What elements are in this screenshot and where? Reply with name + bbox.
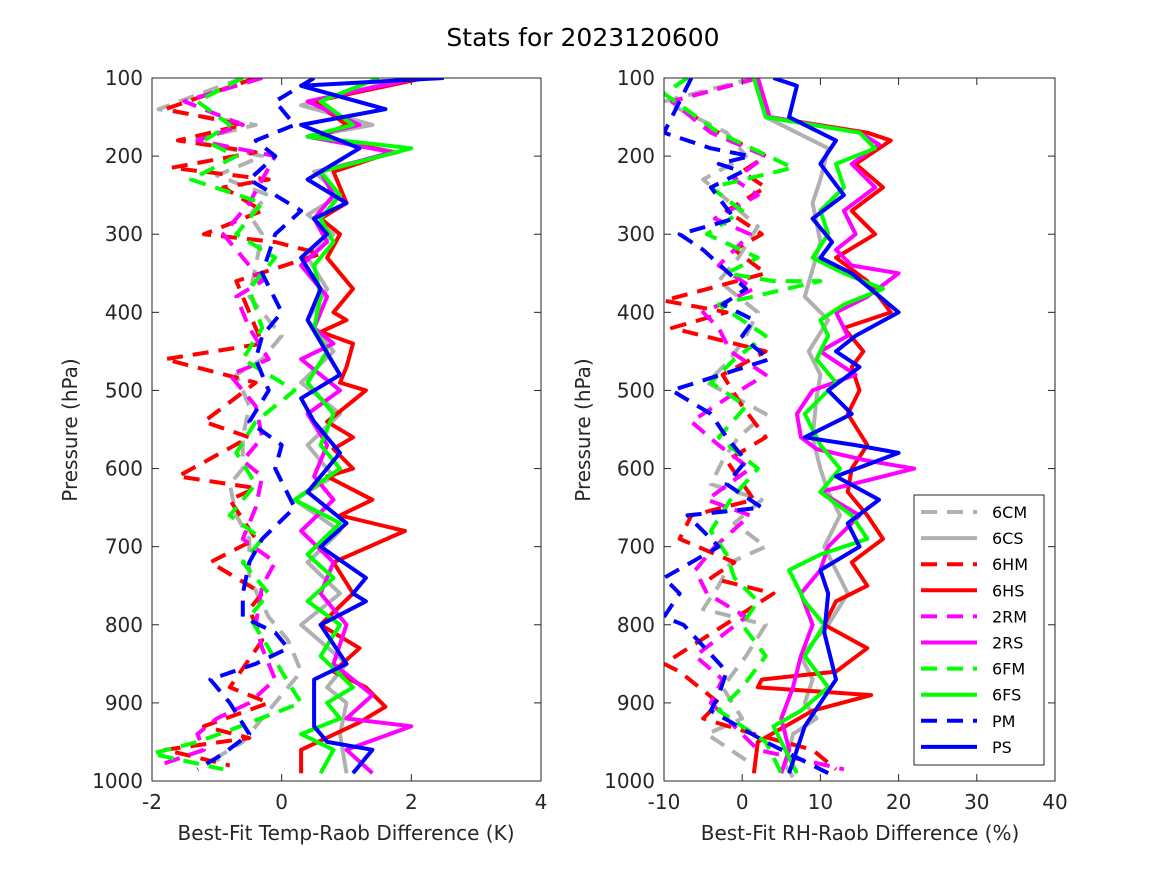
y-tick-label: 1000: [604, 769, 655, 793]
series-layer: [664, 78, 917, 779]
series-6fs: [292, 78, 414, 775]
y-tick-label: 300: [105, 222, 143, 246]
ticks-layer: -10 0 10 20 30 40 100 200 300 400 500 600 700 800 900 1…: [604, 66, 1068, 814]
axes-box: [151, 77, 542, 782]
series-6hm: [163, 78, 323, 768]
series-6hm: [664, 78, 838, 771]
series-6cm: [156, 78, 304, 771]
y-axis-label: Pressure (hPa): [571, 358, 595, 501]
legend-label: 6CM: [992, 503, 1027, 522]
x-tick-label: 20: [886, 790, 911, 814]
y-tick-label: 600: [617, 457, 655, 481]
ticks-layer: -2 0 2 4 100 200 300 400 500 600 700 800 900 1000: [92, 66, 547, 814]
y-tick-label: 700: [617, 535, 655, 559]
series-2rm: [157, 78, 278, 768]
series-ps: [772, 78, 901, 774]
legend-label: 2RM: [992, 607, 1027, 626]
x-tick-label: 4: [535, 790, 548, 814]
series-layer: [152, 78, 444, 775]
y-tick-label: 500: [617, 378, 655, 402]
x-tick-label: -2: [142, 790, 162, 814]
x-tick-label: 40: [1042, 790, 1067, 814]
legend-label: PS: [992, 738, 1012, 757]
y-tick-label: 400: [617, 300, 655, 324]
y-tick-label: 1000: [92, 769, 143, 793]
legend-box: [913, 494, 1045, 766]
x-axis-label: Best-Fit RH-Raob Difference (%): [701, 821, 1020, 845]
series-2rs: [755, 78, 917, 774]
x-tick-label: -10: [648, 790, 681, 814]
y-tick-label: 700: [105, 535, 143, 559]
x-tick-label: 0: [275, 790, 288, 814]
legend-label: 6FS: [992, 686, 1021, 705]
series-6hs: [751, 78, 893, 774]
y-tick-label: 400: [105, 300, 143, 324]
y-tick-label: 800: [105, 613, 143, 637]
legend-label: PM: [992, 712, 1015, 731]
series-pm: [196, 78, 316, 772]
series-ps: [299, 78, 444, 775]
humidity-panel: -10 0 10 20 30 40 100 200 300 400 500 600 700 800 900 1…: [571, 66, 1068, 845]
x-tick-label: 10: [808, 790, 833, 814]
y-axis-label: Pressure (hPa): [58, 358, 82, 501]
axes-box: [663, 77, 1056, 782]
series-2rm: [669, 78, 845, 772]
y-tick-label: 200: [105, 144, 143, 168]
y-tick-label: 600: [105, 457, 143, 481]
temperature-panel: -2 0 2 4 100 200 300 400 500 600 700 800 900 1000 Bes…: [58, 66, 547, 845]
y-tick-label: 100: [617, 66, 655, 90]
figure-title: Stats for 2023120600: [446, 23, 719, 52]
y-tick-label: 900: [105, 691, 143, 715]
y-tick-label: 500: [105, 378, 143, 402]
x-tick-label: 30: [964, 790, 989, 814]
series-pm: [664, 78, 830, 775]
legend-label: 2RS: [992, 634, 1023, 653]
legend-label: 6FM: [992, 660, 1025, 679]
series-6fm: [664, 78, 823, 775]
legend-label: 6HM: [992, 555, 1028, 574]
series-6hs: [299, 78, 425, 774]
y-tick-label: 100: [105, 66, 143, 90]
x-axis-label: Best-Fit Temp-Raob Difference (K): [177, 821, 514, 845]
x-tick-label: 0: [736, 790, 749, 814]
legend: 6CM 6CS 6HM 6HS 2RM 2RS 6FM 6FS PM PS: [913, 494, 1045, 766]
y-tick-label: 300: [617, 222, 655, 246]
legend-label: 6HS: [992, 581, 1024, 600]
x-tick-label: 2: [405, 790, 418, 814]
y-tick-label: 200: [617, 144, 655, 168]
legend-label: 6CS: [992, 529, 1024, 548]
y-tick-label: 900: [617, 691, 655, 715]
series-6fm: [152, 78, 304, 772]
y-tick-label: 800: [617, 613, 655, 637]
